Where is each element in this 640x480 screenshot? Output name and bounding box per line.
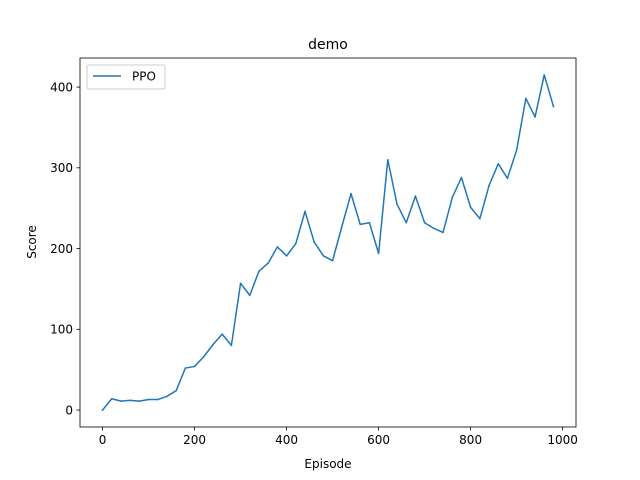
data-point-34 (414, 195, 417, 197)
plot-frame (79, 57, 577, 428)
y-tick-label-0: 0 (65, 403, 73, 417)
data-point-11 (202, 355, 205, 358)
data-point-41 (479, 217, 481, 220)
x-tick-label-5: 1000 (547, 433, 578, 447)
x-tick-label-3: 600 (367, 433, 390, 447)
data-point-42 (488, 184, 490, 187)
data-point-28 (359, 223, 362, 226)
data-point-46 (525, 97, 527, 100)
data-point-21 (294, 242, 297, 245)
data-point-18 (267, 262, 269, 264)
chart-title: demo (308, 37, 348, 53)
y-tick-label-2: 200 (50, 242, 73, 256)
y-axis-label: Score (25, 225, 39, 259)
data-point-27 (350, 192, 352, 195)
data-point-22 (304, 210, 306, 213)
data-point-31 (387, 158, 389, 161)
data-point-32 (396, 203, 398, 205)
legend-box (86, 64, 166, 90)
x-tick-label-2: 400 (275, 433, 298, 447)
data-point-4 (138, 400, 141, 402)
plot-area (80, 58, 576, 427)
legend: PPO (86, 64, 166, 90)
data-point-29 (368, 221, 371, 224)
data-point-49 (552, 105, 555, 108)
x-tick-label-0: 0 (99, 433, 107, 447)
data-point-33 (405, 221, 408, 224)
x-tick-label-4: 800 (459, 433, 482, 447)
data-point-16 (248, 294, 251, 297)
data-point-14 (230, 344, 233, 347)
data-point-9 (184, 367, 187, 369)
data-point-37 (442, 231, 444, 234)
data-point-45 (515, 149, 518, 151)
data-point-15 (239, 282, 242, 285)
data-point-30 (377, 252, 380, 255)
data-point-3 (129, 399, 131, 402)
data-point-5 (147, 398, 150, 401)
series-line-ppo (101, 74, 555, 412)
data-point-25 (331, 259, 334, 262)
data-point-1 (110, 397, 113, 400)
x-tick-label-1: 200 (183, 433, 206, 447)
data-point-26 (341, 225, 343, 228)
data-point-2 (120, 400, 122, 402)
x-axis-label: Episode (304, 457, 351, 471)
y-tick-label-4: 400 (50, 80, 73, 94)
data-point-48 (543, 74, 546, 76)
data-point-12 (212, 343, 214, 346)
data-point-47 (534, 116, 536, 118)
data-point-39 (460, 176, 463, 179)
y-tick-label-1: 100 (50, 323, 73, 337)
data-point-10 (193, 365, 196, 368)
y-axis: 0 100 200 300 400 (50, 80, 80, 417)
data-points (101, 74, 555, 411)
data-point-38 (451, 196, 454, 199)
data-point-20 (285, 255, 288, 257)
data-point-6 (156, 398, 159, 401)
data-point-35 (423, 221, 426, 224)
data-point-23 (313, 241, 316, 243)
data-point-44 (506, 177, 509, 180)
data-point-7 (166, 395, 168, 398)
legend-label-ppo: PPO (132, 70, 156, 84)
data-point-13 (221, 333, 223, 335)
y-tick-label-3: 300 (50, 161, 73, 175)
data-point-36 (433, 227, 435, 230)
data-point-17 (258, 270, 260, 272)
data-point-8 (175, 389, 177, 392)
data-point-43 (497, 162, 500, 165)
data-point-40 (469, 206, 472, 209)
data-point-0 (101, 409, 104, 411)
data-point-24 (322, 255, 325, 257)
x-axis: 0 200 400 600 800 1000 (99, 427, 578, 447)
data-point-19 (276, 246, 279, 248)
